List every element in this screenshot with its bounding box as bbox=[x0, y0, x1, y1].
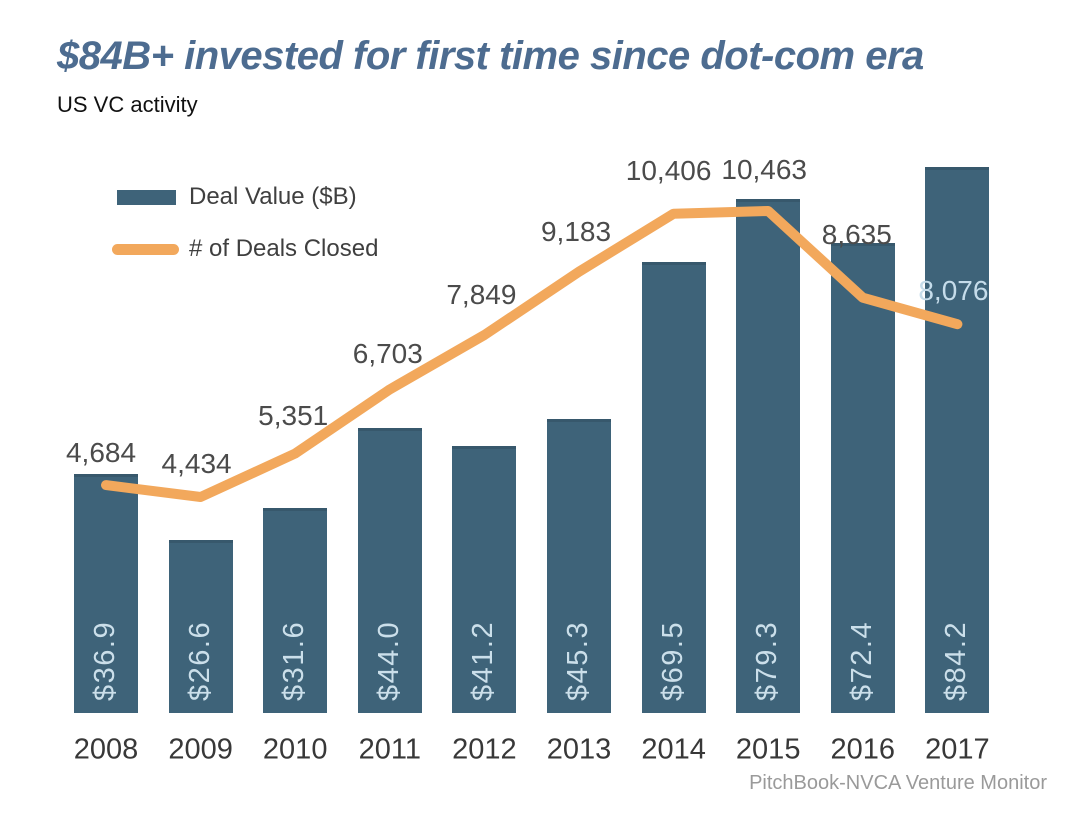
bar-value-label-2012: $41.2 bbox=[467, 620, 500, 701]
deal-value-bar-2008 bbox=[74, 473, 138, 713]
legend-item-bar: Deal Value ($B) bbox=[112, 183, 378, 211]
bar-value-label-2010: $31.6 bbox=[278, 620, 311, 701]
x-axis-label-2016: 2016 bbox=[830, 733, 896, 766]
deals-closed-label-2008: 4,684 bbox=[65, 437, 137, 469]
x-axis-label-2011: 2011 bbox=[358, 733, 421, 766]
deals-closed-label-2012: 7,849 bbox=[446, 279, 517, 310]
bar-value-label-2015: $79.3 bbox=[751, 620, 784, 701]
deals-closed-line bbox=[101, 206, 963, 502]
bar-value-label-2011: $44.0 bbox=[372, 620, 405, 701]
bar-value-label-2013: $45.3 bbox=[562, 620, 594, 701]
chart-title: $84B+ invested for first time since dot-… bbox=[57, 34, 924, 78]
deals-closed-label-2009: 4,434 bbox=[161, 448, 232, 479]
deal-value-bar-2010 bbox=[263, 508, 328, 713]
chart-subtitle: US VC activity bbox=[57, 92, 198, 117]
bar-value-label-2014: $69.5 bbox=[656, 620, 689, 701]
deal-value-swatch-icon bbox=[117, 189, 176, 205]
x-axis-label-2013: 2013 bbox=[546, 733, 612, 766]
legend-swatch-box bbox=[112, 189, 182, 205]
x-axis-label-2014: 2014 bbox=[641, 733, 706, 766]
source-credit: PitchBook-NVCA Venture Monitor bbox=[749, 772, 1047, 794]
bar-value-label-2009: $26.6 bbox=[183, 620, 216, 701]
deals-closed-label-2016: 8,635 bbox=[821, 218, 892, 250]
deals-closed-label-2017: 8,076 bbox=[918, 275, 989, 307]
legend-label: Deal Value ($B) bbox=[189, 183, 357, 210]
deals-closed-label-2010: 5,351 bbox=[258, 400, 329, 432]
x-axis-label-2012: 2012 bbox=[452, 733, 517, 766]
deals-closed-label-2013: 9,183 bbox=[540, 215, 612, 247]
x-axis-label-2008: 2008 bbox=[73, 733, 139, 766]
deal-value-bar-2009 bbox=[168, 540, 233, 713]
bar-value-label-2016: $72.4 bbox=[845, 620, 878, 701]
x-axis-label-2015: 2015 bbox=[735, 733, 801, 766]
x-axis-label-2009: 2009 bbox=[168, 733, 233, 766]
deals-closed-label-2014: 10,406 bbox=[625, 154, 712, 186]
deals-closed-label-2015: 10,463 bbox=[721, 154, 808, 185]
deals-closed-label-2011: 6,703 bbox=[352, 338, 423, 370]
x-axis-label-2010: 2010 bbox=[262, 733, 328, 766]
bar-value-label-2017: $84.2 bbox=[940, 620, 973, 701]
bar-value-label-2008: $36.9 bbox=[89, 620, 121, 701]
x-axis-label-2017: 2017 bbox=[925, 733, 990, 766]
